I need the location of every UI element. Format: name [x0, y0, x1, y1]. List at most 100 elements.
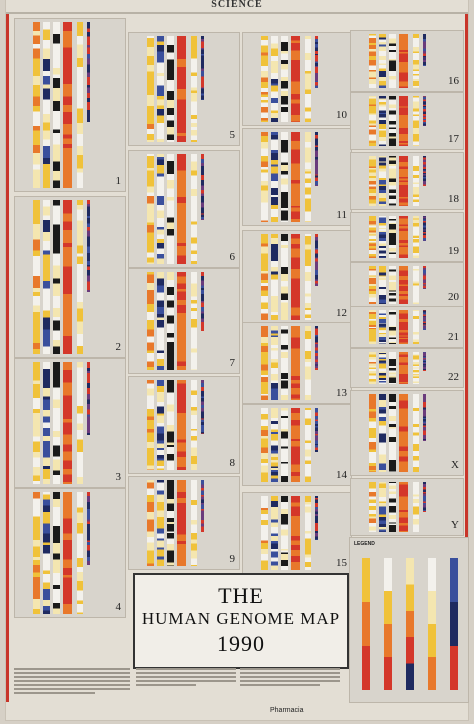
chromosome-band-column: [281, 326, 288, 400]
chromosome-band-column: [399, 352, 408, 384]
text-line: [14, 668, 130, 670]
chromosome-band-column: [33, 200, 40, 354]
chromosome-number: 10: [336, 109, 347, 121]
chromosome-band-column: [305, 496, 311, 570]
title-block: THE HUMAN GENOME MAP 1990: [133, 573, 349, 669]
title-line-2: HUMAN GENOME MAP: [141, 609, 341, 628]
chromosome-number: 14: [336, 469, 347, 481]
chromosome-band-column: [33, 22, 40, 188]
chromosome-band-column: [43, 200, 50, 354]
chromosome-band-column: [305, 36, 311, 122]
chromosome-band-column: [305, 234, 311, 320]
chromosome-band-column: [63, 200, 72, 354]
chromosome-band-column: [77, 362, 83, 484]
chromosome-band-column: [399, 34, 408, 88]
chromosome-band-column: [413, 482, 419, 532]
chromosome-panel-18: 18: [350, 152, 464, 210]
chromosome-band-column: [291, 132, 300, 222]
chromosome-band-column: [389, 266, 396, 304]
body-text-column-3: [240, 668, 340, 704]
title-line-1: THE: [218, 583, 264, 608]
chromosome-band-column: [261, 132, 268, 222]
chromosome-band-column: [271, 36, 278, 122]
chromosome-band-column: [167, 272, 174, 370]
chromosome-band-column: [261, 326, 268, 400]
chromosome-band-column: [423, 310, 426, 330]
chromosome-band-column: [389, 352, 396, 384]
chromosome-band-column: [399, 216, 408, 258]
chromosome-band-column: [167, 380, 174, 470]
chromosome-panel-17: 17: [350, 92, 464, 150]
chromosome-band-column: [201, 154, 204, 220]
chromosome-band-column: [177, 36, 186, 142]
chromosome-panel-12: 12: [242, 230, 352, 324]
chromosome-number: 20: [448, 291, 459, 303]
chromosome-band-column: [369, 394, 376, 472]
chromosome-band-column: [305, 326, 311, 400]
chromosome-band-column: [167, 36, 174, 142]
chromosome-band-column: [291, 326, 300, 400]
chromosome-band-column: [369, 216, 376, 258]
intro-text-column: [14, 668, 130, 712]
chromosome-panel-15: 15: [242, 492, 352, 574]
chromosome-band-column: [271, 132, 278, 222]
chromosome-band-column: [413, 34, 419, 88]
chromosome-band-column: [389, 482, 396, 532]
chromosome-band-column: [167, 480, 174, 566]
chromosome-panel-4: 4: [14, 488, 126, 618]
title-line-3: 1990: [217, 631, 265, 656]
chromosome-number: 15: [336, 557, 347, 569]
chromosome-band-column: [87, 492, 90, 565]
chromosome-band-column: [281, 408, 288, 482]
chromosome-number: 21: [448, 331, 459, 343]
top-accent-bar: [6, 12, 468, 14]
chromosome-band-column: [291, 36, 300, 122]
chromosome-band-column: [157, 154, 164, 264]
chromosome-panel-1: 1: [14, 18, 126, 192]
chromosome-band-column: [315, 234, 318, 286]
right-accent-bar: [465, 12, 468, 702]
chromosome-band-column: [369, 266, 376, 304]
legend-color-scale: [406, 558, 414, 690]
chromosome-band-column: [281, 36, 288, 122]
text-line: [136, 684, 196, 686]
text-line: [240, 668, 340, 670]
chromosome-band-column: [201, 480, 204, 532]
chromosome-band-column: [77, 200, 83, 354]
text-line: [136, 680, 236, 682]
chromosome-band-column: [167, 154, 174, 264]
chromosome-number: 8: [229, 457, 236, 469]
left-text-column: [14, 374, 124, 604]
legend-panel: LEGEND: [349, 537, 469, 703]
chromosome-band-column: [177, 272, 186, 370]
chromosome-band-column: [33, 492, 40, 614]
chromosome-panel-9: 9: [128, 476, 240, 570]
chromosome-band-column: [43, 492, 50, 614]
chromosome-band-column: [413, 216, 419, 258]
chromosome-band-column: [423, 482, 426, 512]
chromosome-band-column: [399, 266, 408, 304]
chromosome-band-column: [305, 408, 311, 482]
chromosome-band-column: [399, 394, 408, 472]
chromosome-band-column: [379, 394, 386, 472]
left-accent-bar: [6, 12, 9, 702]
chromosome-band-column: [157, 380, 164, 470]
chromosome-panel-22: 22: [350, 348, 464, 388]
text-line: [240, 680, 340, 682]
text-line: [14, 688, 130, 690]
chromosome-number: 2: [115, 341, 122, 353]
chromosome-band-column: [261, 234, 268, 320]
chromosome-band-column: [389, 394, 396, 472]
chromosome-number: 13: [336, 387, 347, 399]
chromosome-number: 1: [115, 175, 122, 187]
chromosome-band-column: [261, 36, 268, 122]
chromosome-band-column: [201, 380, 204, 434]
chromosome-band-column: [147, 36, 154, 142]
chromosome-number: X: [451, 459, 459, 471]
legend-title: LEGEND: [354, 541, 375, 547]
text-line: [240, 672, 340, 674]
chromosome-band-column: [315, 36, 318, 88]
chromosome-number: 19: [448, 245, 459, 257]
chromosome-band-column: [191, 272, 197, 370]
text-line: [240, 676, 340, 678]
